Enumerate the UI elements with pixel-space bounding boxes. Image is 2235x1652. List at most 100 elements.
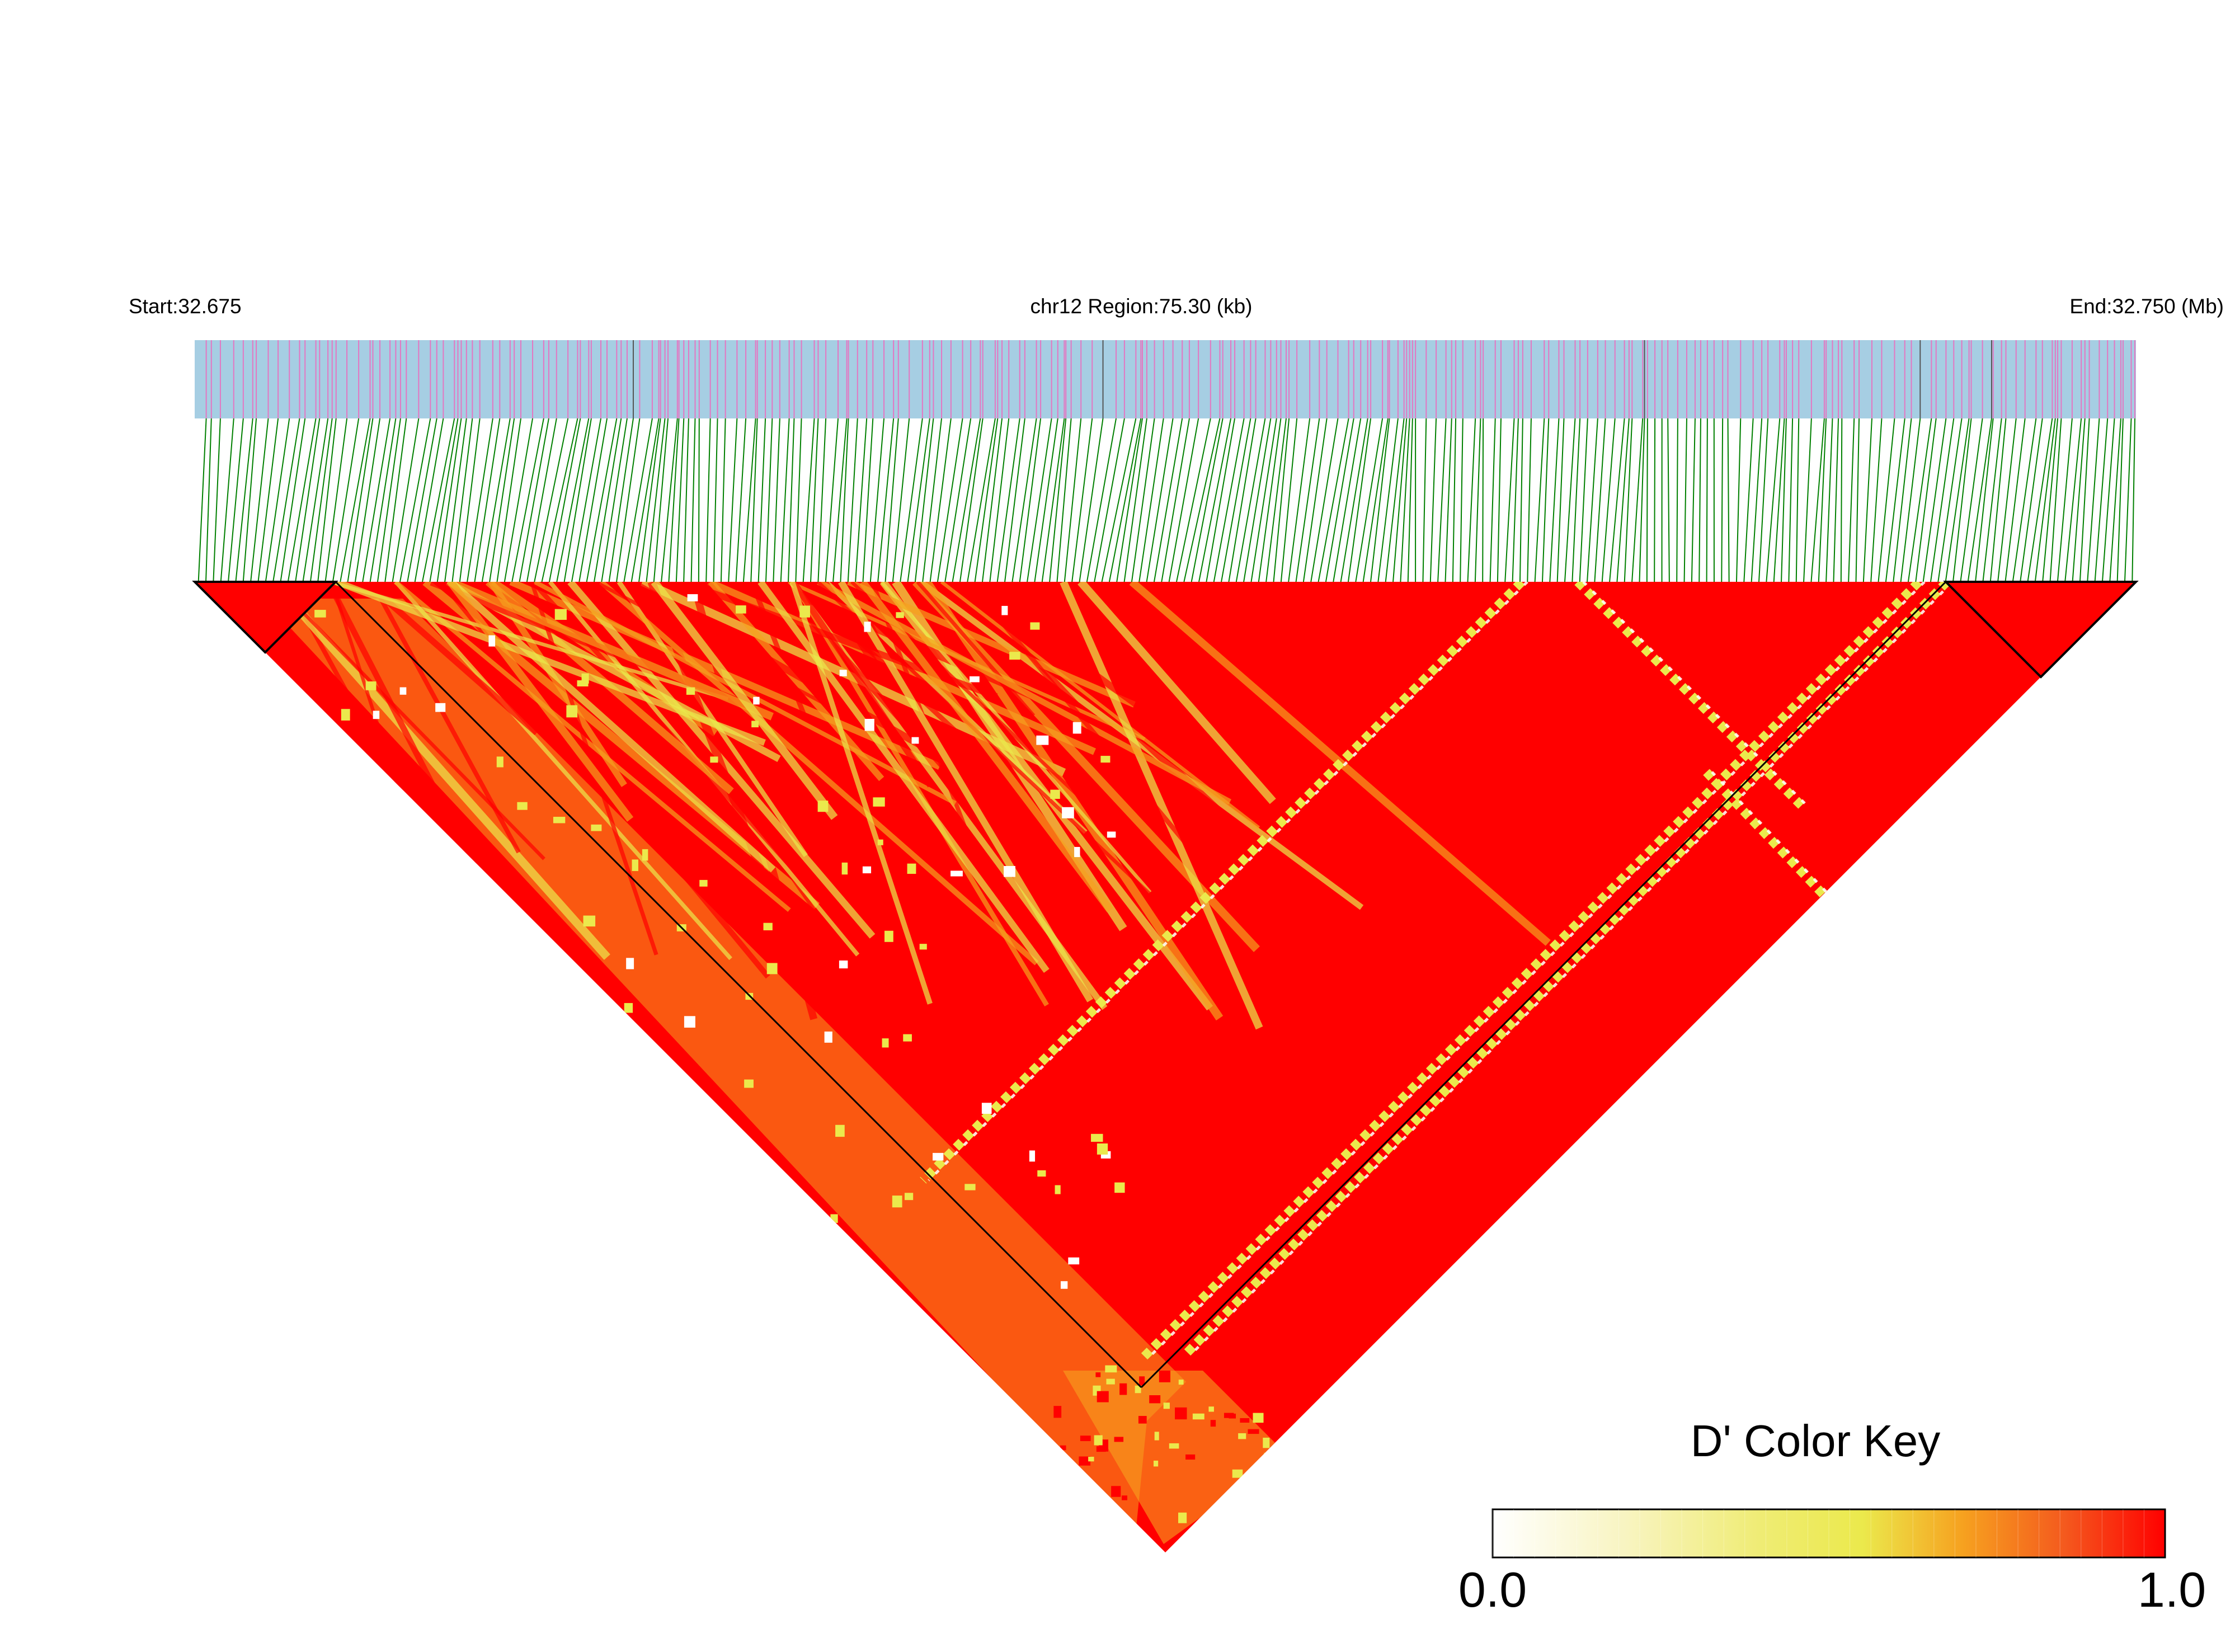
ld-cell <box>1269 1456 1282 1467</box>
snp-connector <box>1474 418 1481 582</box>
ld-cell <box>753 696 760 705</box>
snp-connector <box>1027 418 1052 582</box>
snp-connector <box>914 418 934 582</box>
snp-connector <box>429 418 459 582</box>
snp-connector <box>1056 418 1072 582</box>
snp-connector <box>2124 418 2132 582</box>
snp-connector <box>1646 418 1648 582</box>
ld-triangle <box>192 581 2139 1552</box>
ld-cell <box>744 1079 754 1088</box>
snp-connector <box>1587 418 1598 582</box>
snp-connector <box>1235 418 1266 582</box>
snp-connector <box>213 418 221 582</box>
snp-connector <box>2049 418 2062 582</box>
snp-track-background <box>195 340 2136 418</box>
ld-cell <box>911 737 919 744</box>
ld-cell <box>371 791 384 799</box>
snp-connector <box>474 418 501 582</box>
snp-connector <box>690 418 696 582</box>
snp-connector <box>1444 418 1452 582</box>
snp-connector <box>630 418 660 582</box>
ld-cell <box>496 756 504 768</box>
ld-cell <box>754 1236 766 1243</box>
snp-connector <box>1676 418 1678 582</box>
ld-cell <box>1091 1133 1103 1142</box>
ld-cell <box>591 824 602 831</box>
ld-cell <box>1175 1407 1187 1420</box>
ld-cell <box>1004 866 1015 877</box>
ld-cell <box>382 805 390 817</box>
snp-connector <box>1168 418 1199 582</box>
snp-connector <box>825 418 839 582</box>
snp-connector <box>1206 418 1236 582</box>
ld-cell <box>873 797 885 807</box>
snp-connector <box>220 418 234 582</box>
ld-stripe <box>964 582 1250 788</box>
ld-cell <box>1072 722 1081 734</box>
ld-triangle-patterns <box>263 582 1954 1544</box>
snp-connector <box>1945 418 1970 582</box>
snp-connector <box>1855 418 1860 582</box>
snp-connector <box>1258 418 1282 582</box>
ld-cell <box>488 635 496 647</box>
ld-cell <box>1192 1413 1204 1420</box>
ld-cell <box>1053 1406 1062 1418</box>
snp-connector <box>1534 418 1545 582</box>
snp-connector <box>967 418 996 582</box>
ld-cell <box>281 1256 293 1266</box>
snp-connector <box>1452 418 1457 582</box>
ld-cell <box>1263 1437 1270 1448</box>
snp-connector <box>653 418 669 582</box>
snp-connector <box>1639 418 1645 582</box>
snp-connector <box>1997 418 2017 582</box>
ld-cell <box>330 1192 337 1199</box>
ld-cell <box>1178 1380 1184 1385</box>
ld-cell <box>622 1241 634 1249</box>
snp-connector <box>1900 418 1921 582</box>
ld-cell <box>1096 1446 1106 1452</box>
snp-connector <box>1870 418 1883 582</box>
snp-connector <box>1556 418 1565 582</box>
snp-connector <box>705 418 711 582</box>
snp-connector <box>638 418 661 582</box>
snp-connector <box>795 418 802 582</box>
snp-connector <box>1198 418 1232 582</box>
ld-cell <box>701 1105 709 1112</box>
snp-connector <box>1295 418 1320 582</box>
snp-connector <box>1727 418 1730 582</box>
ld-cell <box>919 944 927 950</box>
snp-connector <box>1011 418 1037 582</box>
ld-stripe <box>850 582 1215 925</box>
snp-connector <box>1810 418 1825 582</box>
snp-connector <box>907 418 930 582</box>
ld-cell <box>299 1063 311 1072</box>
snp-connector <box>1795 418 1800 582</box>
ld-cell <box>1240 1418 1250 1423</box>
ld-cell <box>415 927 424 935</box>
snp-connector <box>1355 418 1384 582</box>
snp-connector <box>309 418 333 582</box>
ld-cell <box>553 817 566 823</box>
snp-connector <box>541 418 578 582</box>
ld-cell <box>841 862 848 875</box>
ld-cell <box>485 1146 493 1153</box>
region-start-label: Start:32.675 <box>129 295 242 318</box>
ld-stripe <box>394 582 732 961</box>
snp-connector <box>302 418 329 582</box>
snp-connector <box>832 418 848 582</box>
ld-stripe <box>925 582 1342 1032</box>
snp-connector <box>1743 418 1754 582</box>
ld-stripe <box>859 582 1113 913</box>
snp-connector <box>586 418 618 582</box>
snp-connector <box>884 418 899 582</box>
ld-cell <box>373 710 380 719</box>
ld-cell <box>1089 1510 1102 1515</box>
ld-yellow-band <box>920 582 1525 1184</box>
ld-cell <box>862 866 872 874</box>
snp-connector <box>1683 418 1687 582</box>
ld-cell <box>1060 1281 1068 1289</box>
snp-connector <box>1146 418 1174 582</box>
snp-connector <box>235 418 253 582</box>
snp-connector <box>1489 418 1496 582</box>
ld-stripe <box>270 582 610 960</box>
